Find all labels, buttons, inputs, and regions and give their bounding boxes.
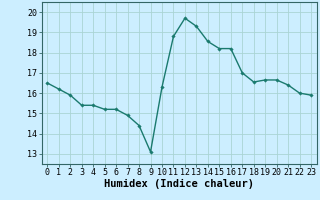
X-axis label: Humidex (Indice chaleur): Humidex (Indice chaleur) [104, 179, 254, 189]
